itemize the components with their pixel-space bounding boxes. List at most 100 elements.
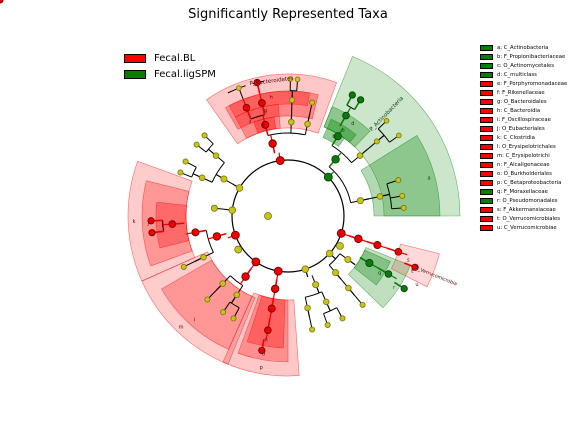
sector-label: k — [133, 219, 136, 225]
taxon-node-neutral — [339, 315, 346, 322]
sector-label: i — [162, 222, 163, 228]
taxon-node-neutral — [180, 263, 187, 270]
taxa-legend-swatch — [480, 179, 493, 186]
sector-label: d — [351, 121, 354, 127]
legend-label-fecal-ligspm: Fecal.ligSPM — [154, 68, 216, 80]
taxa-legend-entry: o: O_Burkholderiales — [480, 169, 567, 178]
taxon-node-fecal-bl — [275, 156, 285, 165]
taxa-legend-swatch — [480, 224, 493, 231]
taxon-node-fecal-bl — [191, 228, 200, 237]
taxa-legend-entry: b: F_Propionibacteriaceae — [480, 52, 567, 61]
sector-label: m — [179, 324, 184, 330]
taxon-node-neutral — [399, 192, 406, 199]
taxa-legend-entry: r: O_Pseudomonadales — [480, 196, 567, 205]
sector-label: P_Bacteroidetes — [249, 76, 294, 87]
taxa-legend-swatch — [480, 116, 493, 123]
taxon-node-fecal-bl — [147, 217, 155, 225]
taxon-node-fecal-bl — [261, 120, 270, 129]
taxon-node-neutral — [182, 158, 189, 165]
taxa-legend-label: c: O_Actinomycetales — [497, 62, 555, 69]
taxon-node-fecal-bl — [258, 99, 266, 107]
taxon-node-fecal-bl — [354, 234, 363, 244]
taxon-node-neutral — [212, 152, 220, 159]
taxon-node-neutral — [264, 212, 272, 220]
taxa-legend-swatch — [480, 107, 493, 114]
taxa-legend-entry: f: F_Rikenellaceae — [480, 88, 567, 97]
taxa-legend-entry: n: F_Alcaligenaceae — [480, 160, 567, 169]
sector-label: t — [411, 269, 413, 275]
legend-swatch-fecal-bl — [124, 53, 146, 63]
taxa-legend-swatch — [480, 53, 493, 60]
taxon-node-neutral — [204, 296, 211, 303]
taxa-legend-entry: l: O_Erysipelotrichales — [480, 142, 567, 151]
sector-label: s — [407, 257, 410, 263]
taxa-legend-swatch — [480, 197, 493, 204]
branch-arc — [205, 143, 214, 153]
sector-label: h — [269, 94, 273, 100]
taxa-legend-entry: s: F_Akkermansiaceae — [480, 205, 567, 214]
taxa-legend-swatch — [480, 80, 493, 87]
legend-entry-fecal-ligspm: Fecal.ligSPM — [124, 66, 216, 82]
taxon-node-fecal-bl — [273, 266, 283, 276]
taxon-node-neutral — [200, 253, 207, 261]
sector-label: g — [263, 108, 267, 115]
taxa-legend-label: o: O_Burkholderiales — [497, 170, 552, 177]
taxa-legend-entry: i: F_Oscillospiraceae — [480, 115, 567, 124]
taxa-legend-entry: k: C_Clostridia — [480, 133, 567, 142]
legend-label-fecal-bl: Fecal.BL — [154, 52, 196, 64]
branch-arc — [205, 230, 214, 253]
taxa-legend-entry: t: O_Verrucomicrobiales — [480, 214, 567, 223]
taxon-node-neutral — [301, 265, 310, 274]
taxon-node-neutral — [210, 204, 218, 212]
taxa-legend-label: t: O_Verrucomicrobiales — [497, 215, 561, 222]
taxa-legend-swatch — [480, 152, 493, 159]
taxa-legend-swatch — [480, 89, 493, 96]
taxa-legend-swatch — [480, 215, 493, 222]
sector-label: l — [194, 318, 195, 324]
taxa-legend-label: a: C_Actinobacteria — [497, 44, 549, 51]
taxa-legend-swatch — [480, 62, 493, 69]
sector-label: q — [378, 271, 381, 277]
taxa-legend-entry: e: F_Porphyromonadaceae — [480, 79, 567, 88]
clade-highlight-sector — [322, 127, 345, 147]
taxon-node-fecal-ligspm — [331, 155, 340, 164]
taxon-node-neutral — [304, 120, 311, 128]
taxa-legend-label: k: C_Clostridia — [497, 134, 535, 141]
taxa-legend-label: f: F_Rikenellaceae — [497, 89, 545, 96]
taxon-node-fecal-bl — [411, 263, 419, 271]
sector-label: a — [427, 176, 430, 182]
taxon-node-neutral — [325, 249, 334, 258]
taxa-legend-label: b: F_Propionibacteriaceae — [497, 53, 566, 60]
taxa-legend-label: j: O_Eubacteriales — [497, 125, 545, 132]
taxon-node-neutral — [322, 298, 330, 306]
taxon-node-neutral — [234, 245, 243, 254]
taxon-node-fecal-bl — [230, 230, 240, 240]
sector-label: r — [393, 285, 396, 291]
taxon-node-neutral — [336, 242, 344, 250]
sector-label: u — [415, 282, 418, 288]
legend-entry-fecal-bl: Fecal.BL — [124, 50, 216, 66]
taxon-node-fecal-bl — [336, 228, 346, 238]
taxon-node-fecal-bl — [373, 241, 382, 250]
taxon-node-neutral — [324, 322, 331, 329]
taxa-legend-label: g: O_Bacteroidales — [497, 98, 547, 105]
taxon-node-neutral — [312, 281, 320, 289]
branch-arc — [305, 291, 322, 298]
group-legend: Fecal.BL Fecal.ligSPM — [124, 50, 216, 82]
branch-arc — [191, 166, 197, 178]
taxon-node-neutral — [359, 301, 366, 308]
taxa-legend-label: l: O_Erysipelotrichales — [497, 143, 556, 150]
taxon-node-neutral — [288, 118, 295, 126]
taxa-legend-entry: c: O_Actinomycetales — [480, 61, 567, 70]
taxon-node-fecal-bl — [394, 248, 403, 256]
taxa-legend-entry: u: C_Verrucomicrobiae — [480, 223, 567, 232]
taxon-node-neutral — [193, 141, 200, 148]
taxa-legend-entry: d: C_multiclass — [480, 70, 567, 79]
taxon-node-fecal-ligspm — [365, 258, 374, 267]
taxon-node-neutral — [230, 315, 237, 322]
root-circle — [231, 159, 345, 273]
taxon-node-fecal-bl — [241, 272, 250, 281]
taxa-legend-swatch — [480, 44, 493, 51]
branch-arc — [267, 132, 306, 136]
